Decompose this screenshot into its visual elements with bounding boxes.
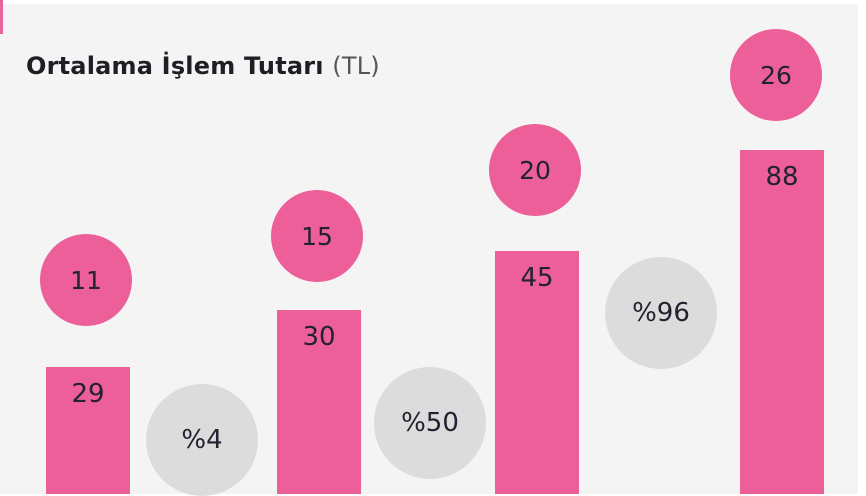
bar-3: 45 bbox=[495, 251, 579, 494]
chart-title: Ortalama İşlem Tutarı (TL) bbox=[26, 52, 380, 80]
bar-value-4: 88 bbox=[765, 162, 799, 192]
bar-4: 88 bbox=[740, 150, 824, 494]
bar-1: 29 bbox=[46, 367, 130, 494]
chart-title-text: Ortalama İşlem Tutarı bbox=[26, 52, 324, 80]
accent-bar bbox=[0, 0, 3, 34]
bar-value-2: 30 bbox=[302, 322, 336, 352]
growth-circle-3: %96 bbox=[605, 257, 717, 369]
bar-value-1: 29 bbox=[71, 379, 105, 409]
circle-value-2: 15 bbox=[271, 190, 363, 282]
circle-value-1: 11 bbox=[40, 234, 132, 326]
bar-2: 30 bbox=[277, 310, 361, 494]
circle-value-4: 26 bbox=[730, 29, 822, 121]
growth-circle-1: %4 bbox=[146, 384, 258, 496]
growth-circle-2: %50 bbox=[374, 367, 486, 479]
circle-value-3: 20 bbox=[489, 124, 581, 216]
bar-value-3: 45 bbox=[520, 263, 554, 293]
chart-unit: (TL) bbox=[332, 52, 380, 80]
